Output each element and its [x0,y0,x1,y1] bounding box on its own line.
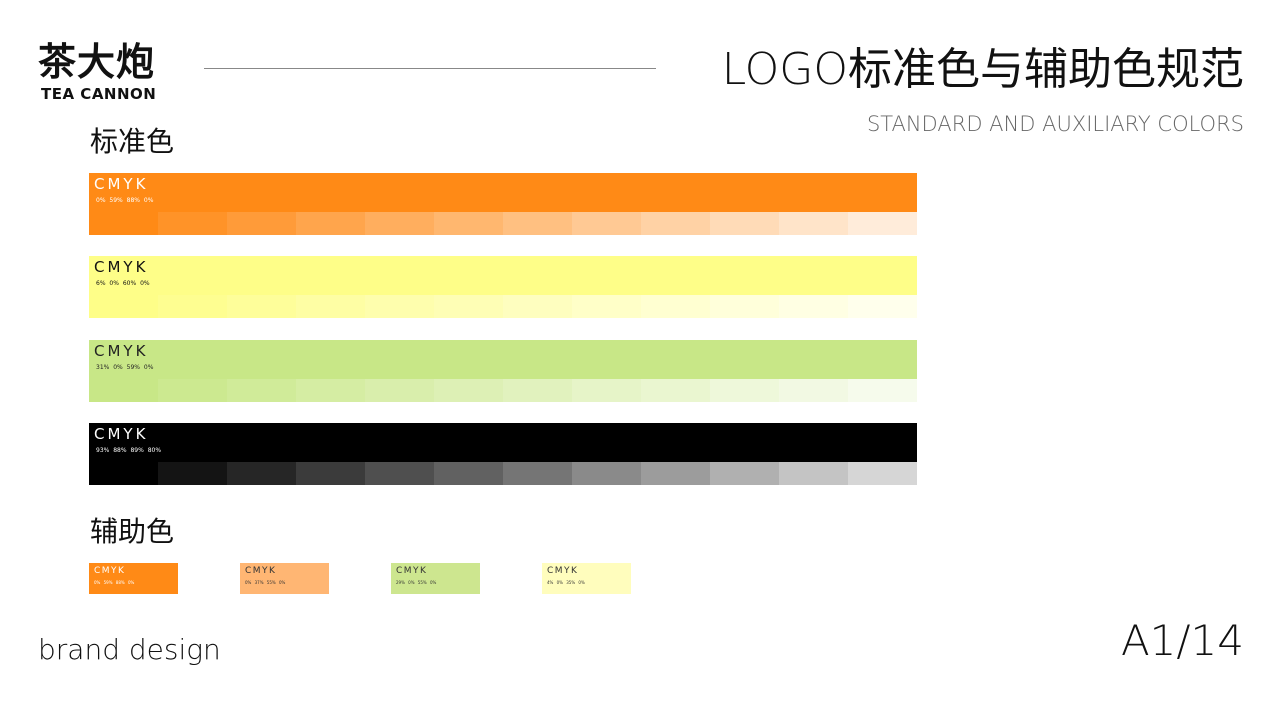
cmyk-values: 29% 0% 55% 0% [396,580,437,585]
tint-cell [365,212,434,235]
tint-cell [710,212,779,235]
cmyk-label: CMYK [94,175,149,193]
tint-cell [641,379,710,402]
cmyk-label: CMYK [94,425,149,443]
tint-cell [434,295,503,318]
standard-color-bar: CMYK 93% 88% 89% 80% [89,423,917,485]
tint-cell [848,295,917,318]
tint-cell [710,462,779,485]
tint-cell [89,295,158,318]
cmyk-values: 0% 59% 88% 0% [96,197,154,204]
page-title: LOGO标准色与辅助色规范 [721,44,1244,95]
main-color [89,256,917,295]
tint-cell [296,212,365,235]
tint-cell [89,462,158,485]
tint-cell [227,379,296,402]
tint-cell [503,295,572,318]
cmyk-label: CMYK [94,566,126,576]
tint-cell [710,295,779,318]
page-subtitle: STANDARD AND AUXILIARY COLORS [866,112,1244,136]
page-number: A1/14 [1120,616,1244,665]
tint-cell [641,212,710,235]
main-color [89,173,917,212]
tint-cell [365,379,434,402]
tint-cell [227,462,296,485]
auxiliary-swatch: CMYK 0% 59% 88% 0% [89,563,178,594]
standard-color-bar: CMYK 0% 59% 88% 0% [89,173,917,235]
tint-cell [434,379,503,402]
tint-cell [89,212,158,235]
tint-cell [296,462,365,485]
tint-cell [503,212,572,235]
cmyk-label: CMYK [245,566,277,576]
standard-colors-heading: 标准色 [90,125,175,158]
tint-cell [779,295,848,318]
tint-cell [434,212,503,235]
cmyk-values: 0% 59% 88% 0% [94,580,135,585]
cmyk-label: CMYK [94,258,149,276]
tint-cell [158,295,227,318]
cmyk-values: 6% 0% 60% 0% [96,280,150,287]
tint-cell [572,212,641,235]
footer-text: brand design [38,633,221,666]
standard-color-bar: CMYK 31% 0% 59% 0% [89,340,917,402]
cmyk-label: CMYK [396,566,428,576]
cmyk-label: CMYK [547,566,579,576]
tint-cell [848,212,917,235]
divider [204,68,656,69]
cmyk-values: 31% 0% 59% 0% [96,364,154,371]
logo-english: TEA CANNON [41,85,157,103]
auxiliary-colors-heading: 辅助色 [90,515,175,548]
main-color [89,340,917,379]
tint-cell [572,295,641,318]
cmyk-values: 93% 88% 89% 80% [96,447,162,454]
tint-cell [503,462,572,485]
tint-cell [296,295,365,318]
tint-cell [503,379,572,402]
tint-cell [572,462,641,485]
tint-cell [641,295,710,318]
tint-cell [227,212,296,235]
tint-cell [227,295,296,318]
standard-color-bar: CMYK 6% 0% 60% 0% [89,256,917,318]
cmyk-values: 0% 37% 55% 0% [245,580,286,585]
tint-cell [158,212,227,235]
auxiliary-swatch: CMYK 4% 0% 35% 0% [542,563,631,594]
tint-cell [158,379,227,402]
tint-cell [365,295,434,318]
tint-cell [779,462,848,485]
auxiliary-swatch: CMYK 0% 37% 55% 0% [240,563,329,594]
cmyk-values: 4% 0% 35% 0% [547,580,585,585]
tint-cell [848,379,917,402]
tint-cell [158,462,227,485]
tint-cell [434,462,503,485]
tint-cell [848,462,917,485]
logo-chinese: 茶大炮 [38,40,156,84]
main-color [89,423,917,462]
tint-cell [572,379,641,402]
tint-cell [89,379,158,402]
tint-cell [296,379,365,402]
tint-cell [641,462,710,485]
tint-cell [365,462,434,485]
cmyk-label: CMYK [94,342,149,360]
tint-cell [779,212,848,235]
auxiliary-swatch: CMYK 29% 0% 55% 0% [391,563,480,594]
tint-cell [710,379,779,402]
tint-cell [779,379,848,402]
